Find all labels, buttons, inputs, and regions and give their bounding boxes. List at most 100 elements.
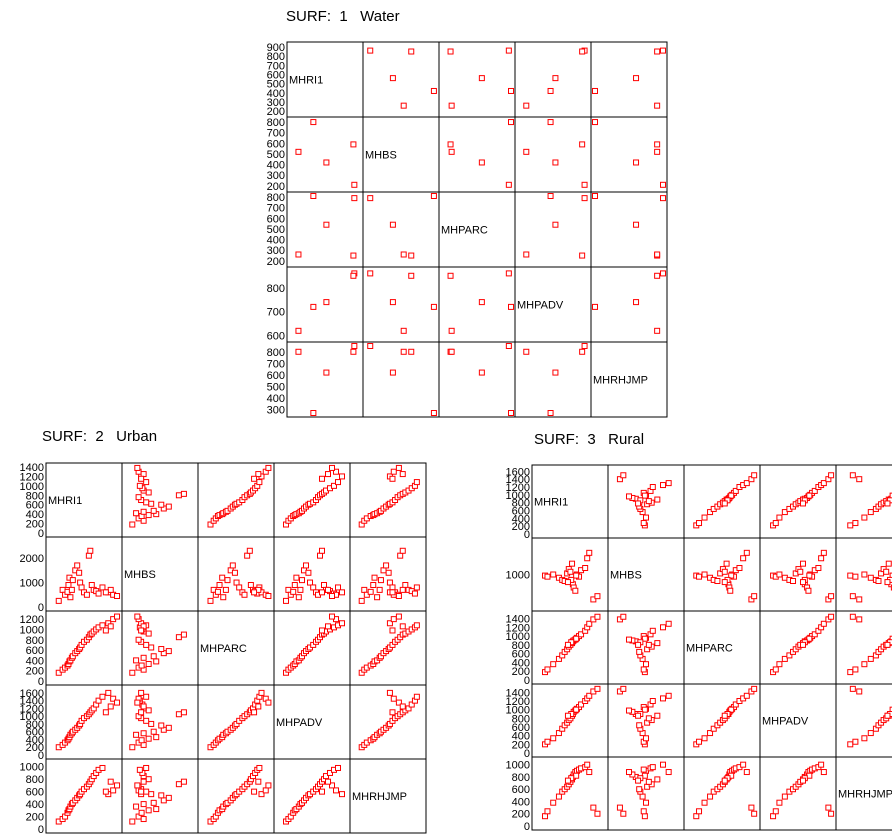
tick-label: 400 [26, 799, 44, 811]
data-point [555, 730, 562, 737]
data-point [633, 75, 640, 82]
data-point [102, 709, 109, 716]
data-point [175, 781, 182, 788]
data-point [654, 776, 661, 783]
data-point [616, 804, 623, 811]
data-point [448, 148, 455, 155]
data-point [325, 778, 331, 785]
data-point [743, 480, 750, 487]
data-point [383, 562, 390, 569]
data-point [751, 593, 758, 600]
data-point [175, 492, 182, 499]
tick-label: 600 [512, 722, 530, 734]
tick-label: 200 [512, 666, 530, 678]
data-point [134, 613, 141, 620]
data-point [400, 327, 407, 334]
data-point [389, 221, 396, 228]
data-point [820, 549, 827, 556]
tick-label: 800 [512, 772, 530, 784]
tick-label: 0 [524, 529, 530, 541]
data-point [319, 788, 325, 795]
tick-label: 1000 [20, 711, 44, 723]
tick-label: 800 [512, 498, 530, 510]
data-point [544, 738, 551, 745]
variable-label: MHRHJMP [352, 791, 407, 803]
tick-label: 600 [26, 727, 44, 739]
data-point [654, 712, 661, 719]
data-point [626, 493, 632, 500]
data-point [255, 778, 262, 785]
data-point [820, 769, 827, 776]
data-point [776, 514, 783, 521]
data-point [335, 764, 341, 771]
data-point [214, 588, 221, 595]
data-point [386, 620, 393, 627]
data-point [138, 689, 145, 696]
data-point [377, 577, 384, 584]
tick-label: 600 [26, 645, 44, 657]
variable-label: MHPARC [686, 643, 733, 655]
data-point [395, 613, 402, 620]
data-point [207, 597, 214, 604]
data-point [175, 634, 182, 641]
data-point [367, 343, 374, 349]
data-point [129, 669, 136, 676]
tick-label: 1200 [506, 622, 530, 634]
data-point [582, 565, 589, 571]
scatter-matrix-2: MHRI116001400120010008006004002000MHBS10… [506, 464, 892, 833]
data-point [251, 788, 258, 795]
tick-label: 200 [26, 519, 44, 531]
data-point [323, 159, 330, 166]
data-point [852, 666, 859, 673]
data-point [743, 692, 750, 699]
data-point [310, 410, 317, 416]
data-point [361, 586, 368, 593]
data-point [751, 685, 758, 692]
data-point [732, 487, 739, 494]
data-point [889, 572, 892, 579]
data-point [508, 410, 514, 416]
data-point [867, 509, 874, 516]
data-point [732, 701, 739, 708]
data-point [654, 141, 661, 148]
variable-label: MHPADV [276, 717, 323, 729]
data-point [323, 773, 329, 780]
data-point [579, 141, 586, 148]
data-point [99, 764, 106, 771]
data-point [721, 500, 728, 507]
data-point [654, 251, 661, 258]
data-point [323, 369, 330, 376]
tick-label: 1200 [20, 614, 44, 626]
data-point [640, 808, 647, 815]
variable-label: MHRI1 [48, 495, 82, 507]
data-point [849, 685, 856, 692]
data-point [508, 87, 514, 94]
data-point [547, 119, 554, 126]
data-point [329, 782, 335, 789]
data-point [133, 731, 140, 738]
data-point [99, 693, 106, 700]
data-point [325, 586, 331, 593]
data-point [505, 270, 512, 277]
tick-label: 400 [512, 731, 530, 743]
data-point [265, 782, 272, 789]
data-point [339, 791, 345, 798]
data-point [150, 728, 157, 735]
data-point [129, 818, 136, 825]
tick-label: 1400 [506, 614, 530, 626]
data-point [295, 251, 302, 258]
data-point [262, 787, 269, 794]
data-point [572, 587, 579, 594]
data-point [861, 735, 868, 742]
data-point [367, 270, 374, 277]
data-point [776, 571, 783, 578]
data-point [138, 709, 145, 716]
data-point [523, 348, 530, 355]
data-point [158, 722, 165, 729]
data-point [645, 641, 652, 648]
data-point [135, 636, 142, 643]
data-point [478, 299, 485, 306]
data-point [640, 666, 647, 673]
data-point [102, 589, 109, 596]
tick-label: 200 [267, 256, 285, 268]
